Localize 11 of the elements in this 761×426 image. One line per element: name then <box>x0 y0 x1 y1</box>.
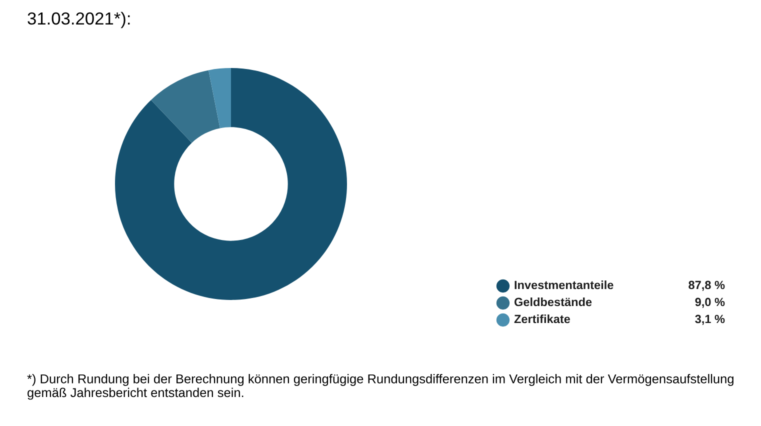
donut-slice <box>115 68 347 300</box>
data-label: 87,8 % <box>688 280 725 291</box>
data-label: 3,1 % <box>695 314 725 325</box>
data-label: 9,0 % <box>695 298 725 308</box>
legend-label: Geldbestände <box>514 297 592 306</box>
legend-label: Investmentanteile <box>514 280 614 290</box>
donut-slice <box>151 70 220 143</box>
legend-label: Zertifikate <box>514 314 570 324</box>
text: *) Durch Rundung bei der Berechnung können geringfügige Rundungsdifferenzen im Vergleich mit der Vermögensaufstellung gemäß Jahresbericht entstanden sein. <box>27 374 734 400</box>
donut-slice <box>208 68 231 128</box>
chart-title: 31.03.2021*): <box>28 12 130 28</box>
